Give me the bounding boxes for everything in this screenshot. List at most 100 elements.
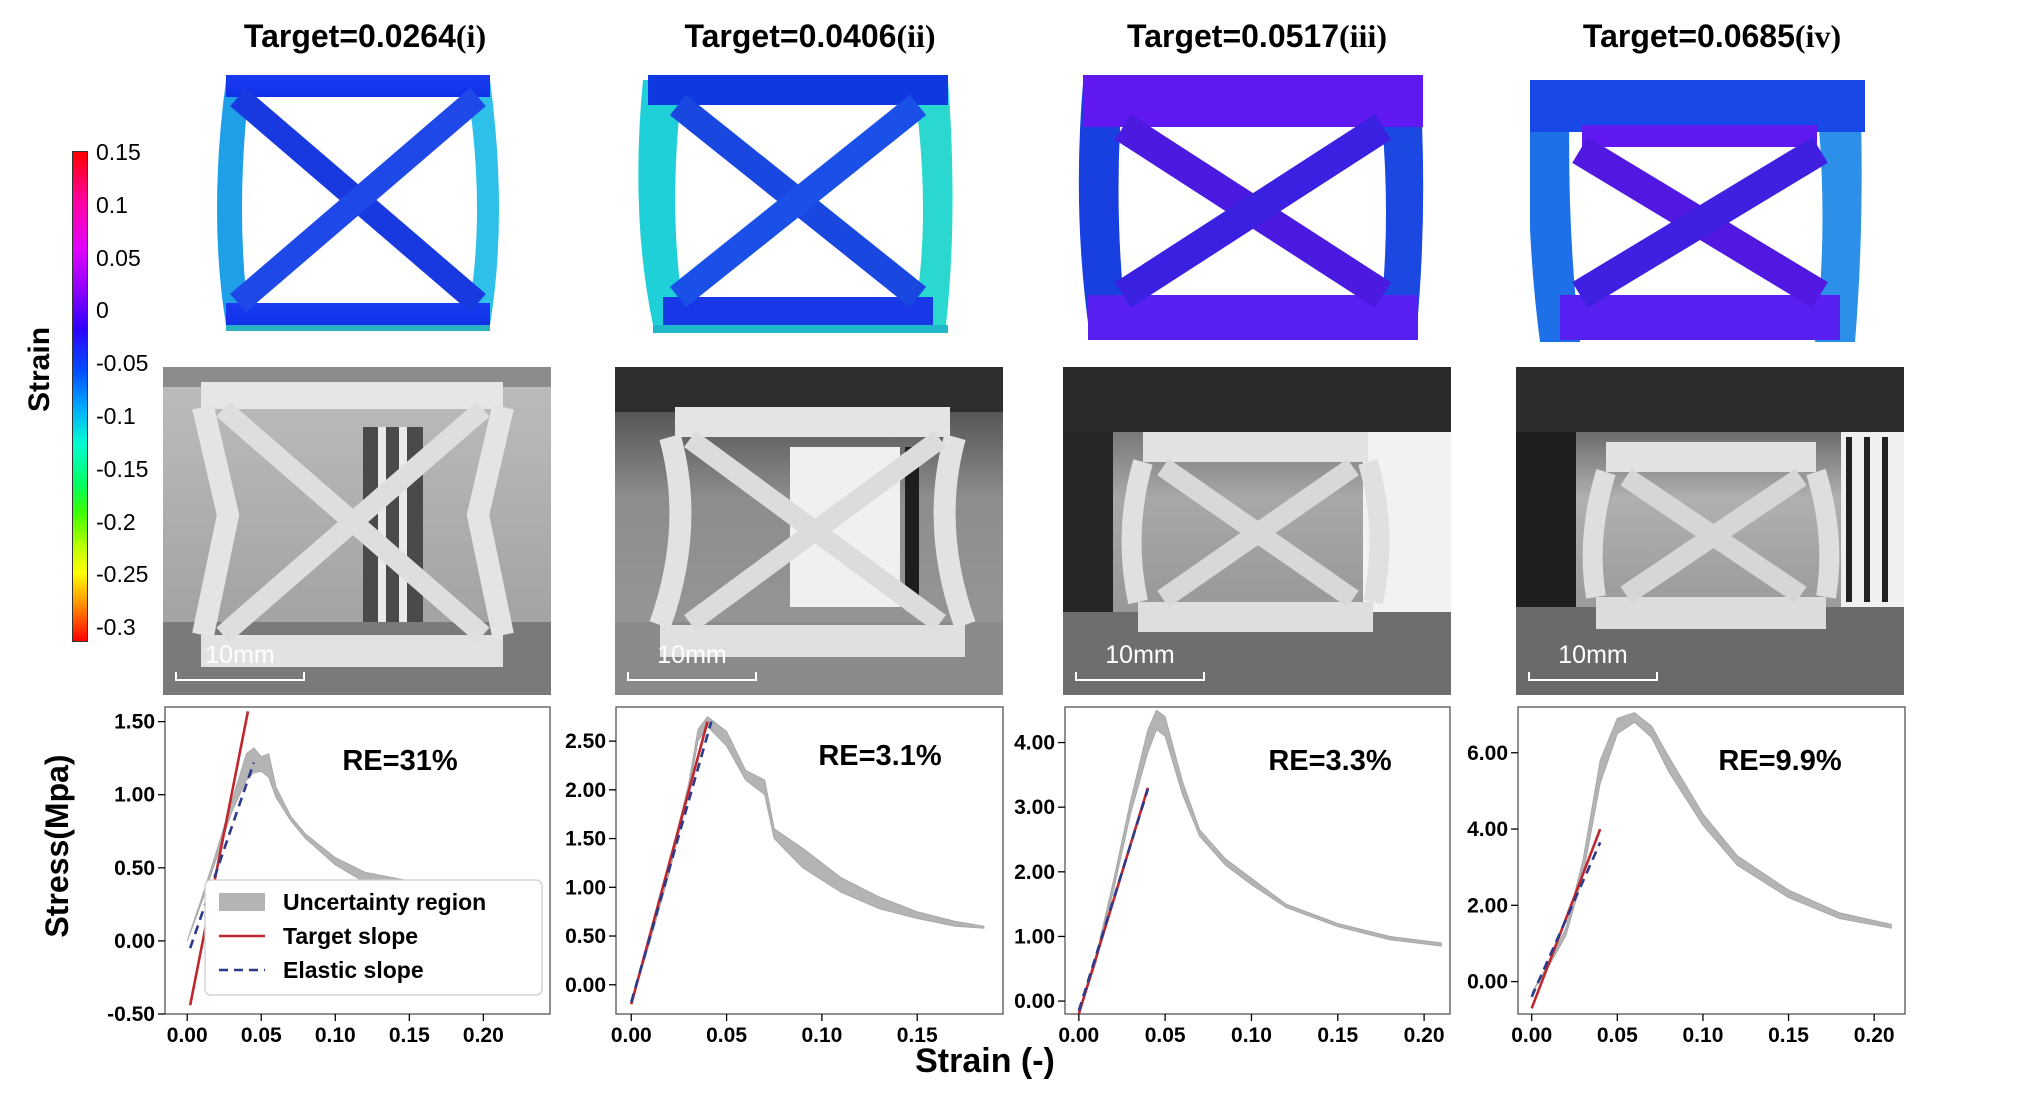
y-tick-label: -0.50 (107, 1003, 155, 1026)
colorbar-tick-label: 0 (96, 297, 109, 324)
x-tick-label: 0.00 (1058, 1024, 1099, 1047)
legend-entry-label: Target slope (283, 923, 418, 949)
legend-entry-label: Uncertainty region (283, 889, 486, 915)
x-tick-label: 0.15 (389, 1024, 430, 1047)
elastic-slope-line (188, 762, 256, 949)
specimen-photo-1 (163, 367, 551, 695)
scale-bar-4: 10mm (1528, 641, 1658, 681)
title-roman: (i) (455, 18, 487, 54)
legend-box (204, 879, 543, 996)
y-tick-label: 3.00 (1014, 796, 1055, 819)
relative-error-annotation: RE=3.3% (1268, 745, 1392, 777)
fea-strain-image-2 (638, 75, 953, 333)
colorbar-tick-label: -0.1 (96, 403, 136, 429)
scale-bar-1: 10mm (175, 641, 305, 681)
colorbar-tick-label: -0.2 (96, 508, 136, 535)
x-tick-label: 0.00 (167, 1024, 208, 1047)
colorbar-tick-label: -0.3 (96, 614, 136, 641)
x-tick-label: 0.20 (463, 1024, 504, 1047)
scale-bar-3: 10mm (1075, 641, 1205, 681)
colorbar-tick-label: 0.05 (96, 244, 141, 271)
specimen-lattice (1516, 367, 1904, 695)
y-tick-label: 1.00 (114, 784, 155, 807)
x-tick-label: 0.00 (1511, 1024, 1552, 1047)
legend-entry-label: Elastic slope (283, 957, 424, 983)
specimen-photo-2 (615, 367, 1003, 695)
x-tick-label: 0.05 (1597, 1024, 1638, 1047)
elastic-slope-line (1530, 841, 1602, 998)
scale-bar-label: 10mm (657, 641, 727, 669)
uncertainty-band (1531, 712, 1892, 994)
relative-error-annotation: RE=3.1% (818, 740, 942, 772)
x-axis-label: Strain (-) (915, 1042, 1055, 1080)
plot-frame (615, 706, 1004, 1015)
strain-colorbar (72, 151, 88, 642)
x-tick-label: 0.10 (801, 1024, 842, 1047)
x-tick-label: 0.05 (1145, 1024, 1186, 1047)
y-tick-label: 4.00 (1467, 818, 1508, 841)
title-roman: (ii) (896, 18, 936, 54)
plot-frame (164, 706, 551, 1015)
target-slope-line (629, 721, 709, 1005)
colorbar-tick-label: -0.25 (96, 561, 149, 588)
fea-strain-image-1 (217, 75, 499, 331)
scale-bar-2: 10mm (627, 641, 757, 681)
y-tick-label: 0.50 (565, 925, 606, 948)
fea-strain-image-3 (1078, 75, 1424, 340)
legend-swatch-uncertainty (219, 893, 265, 911)
title-text: Target=0.0685 (1582, 18, 1795, 54)
title-text: Target=0.0517 (1127, 18, 1339, 54)
y-tick-label: 0.00 (1014, 990, 1055, 1013)
elastic-slope-line (1077, 788, 1150, 1012)
x-tick-label: 0.10 (1683, 1024, 1724, 1047)
fea-strain-image-4 (1530, 80, 1865, 342)
y-tick-label: 6.00 (1467, 742, 1508, 765)
elastic-slope-line (630, 721, 713, 1003)
scale-bar-label: 10mm (205, 641, 275, 669)
specimen-photo-3 (1063, 367, 1451, 695)
specimen-lattice (615, 367, 1003, 695)
x-tick-label: 0.15 (1768, 1024, 1809, 1047)
scale-bar-label: 10mm (1558, 641, 1628, 669)
y-tick-label: 1.50 (114, 711, 155, 734)
title-text: Target=0.0264 (243, 18, 456, 54)
y-tick-label: 0.50 (114, 857, 155, 880)
colorbar-tick-label: -0.05 (96, 350, 149, 377)
target-slope-line (1530, 828, 1602, 1009)
relative-error-annotation: RE=31% (342, 745, 457, 777)
x-tick-label: 0.15 (897, 1024, 938, 1047)
y-tick-label: 1.00 (1014, 925, 1055, 948)
y-tick-label: 0.00 (565, 974, 606, 997)
colorbar-tick-label: 0.15 (96, 139, 141, 165)
x-tick-label: 0.20 (1404, 1024, 1445, 1047)
column-title-4: Target=0.0685(iv) (1552, 18, 1872, 55)
specimen-photo-4 (1516, 367, 1904, 695)
y-tick-label: 4.00 (1014, 732, 1055, 755)
uncertainty-band (1078, 709, 1442, 1015)
colorbar-tick-label: -0.15 (96, 455, 149, 482)
column-title-2: Target=0.0406(ii) (655, 18, 965, 55)
specimen-lattice (163, 367, 551, 695)
relative-error-annotation: RE=9.9% (1718, 745, 1842, 777)
y-tick-label: 2.50 (565, 730, 606, 753)
plot-frame (1517, 706, 1906, 1015)
y-tick-label: 0.00 (1467, 971, 1508, 994)
title-roman: (iii) (1339, 18, 1387, 54)
uncertainty-band (630, 715, 985, 1005)
y-tick-label: 1.50 (565, 828, 606, 851)
colorbar-tick-label: 0.1 (96, 191, 128, 218)
x-tick-label: 0.10 (315, 1024, 356, 1047)
x-tick-label: 0.00 (611, 1024, 652, 1047)
title-roman: (iv) (1794, 18, 1842, 54)
title-text: Target=0.0406 (684, 18, 897, 54)
x-tick-label: 0.15 (1317, 1024, 1358, 1047)
y-tick-label: 2.00 (1014, 861, 1055, 884)
y-tick-label: 0.00 (114, 930, 155, 953)
column-title-3: Target=0.0517(iii) (1092, 18, 1422, 55)
x-tick-label: 0.05 (241, 1024, 282, 1047)
y-tick-label: 2.00 (565, 779, 606, 802)
y-tick-label: 1.00 (565, 876, 606, 899)
x-tick-label: 0.10 (1231, 1024, 1272, 1047)
y-tick-label: 2.00 (1467, 894, 1508, 917)
